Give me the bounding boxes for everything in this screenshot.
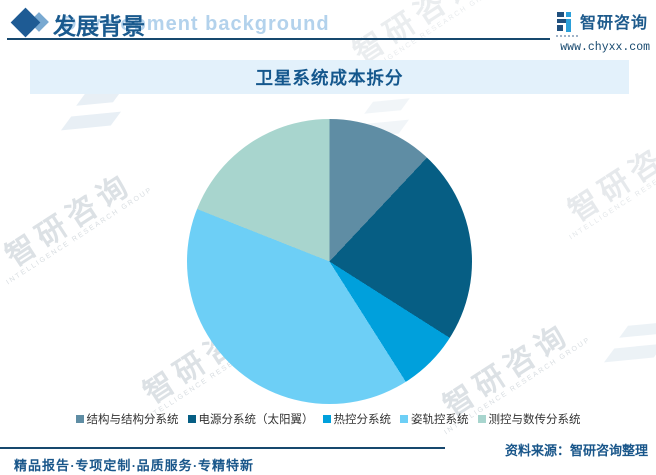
watermark-brand-text: 智研咨询: [562, 122, 656, 229]
watermark-brand-subtext: INTELLIGENCE RESEARCH GROUP: [568, 141, 656, 242]
legend-label: 热控分系统: [333, 414, 392, 426]
legend-swatch: [187, 415, 196, 423]
pie-chart: [187, 119, 472, 404]
legend-label: 电源分系统（太阳翼）: [198, 414, 314, 426]
chart-title: 卫星系统成本拆分: [255, 67, 404, 88]
chart-title-banner: 卫星系统成本拆分: [30, 60, 629, 94]
page-title: 发展背景: [53, 14, 145, 39]
brand-logo-icon[interactable]: [556, 11, 574, 32]
legend-swatch: [400, 415, 408, 423]
legend-item: 姿轨控系统: [400, 411, 469, 427]
brand: 智研咨询: [555, 9, 648, 37]
legend-label: 姿轨控系统: [411, 414, 469, 426]
legend-item: 测控与数传分系统: [477, 411, 581, 427]
legend-swatch: [75, 415, 84, 423]
watermark-brand-subtext: INTELLIGENCE RESEARCH GROUP: [5, 186, 155, 287]
chart-legend: 结构与结构分系统 电源分系统（太阳翼） 热控分系统 姿轨控系统 测控与数传分系统: [0, 411, 656, 427]
brand-tagline-dots: [555, 35, 580, 37]
watermark-logo: [60, 88, 132, 143]
footer-tagline: 精品报告·专项定制·品质服务·专精特新: [14, 458, 255, 473]
header-watermark-text: Development background: [62, 13, 330, 35]
watermark-brand-text: 智研咨询: [0, 167, 139, 274]
legend-item: 热控分系统: [322, 411, 392, 427]
footer-divider: [0, 447, 445, 449]
website-url[interactable]: www.chyxx.com: [560, 41, 650, 54]
legend-item: 结构与结构分系统: [75, 411, 179, 427]
legend-label: 结构与结构分系统: [86, 414, 179, 426]
diamond-dark-shape: [10, 7, 41, 38]
watermark-logo: [603, 320, 656, 375]
header-divider: [7, 38, 550, 40]
legend-label: 测控与数传分系统: [488, 414, 581, 426]
brand-name: 智研咨询: [579, 15, 648, 32]
legend-swatch: [477, 415, 486, 423]
diamond-icon: [10, 7, 49, 38]
data-source: 资料来源：智研咨询整理: [504, 443, 648, 458]
legend-swatch: [322, 415, 331, 423]
legend-item: 电源分系统（太阳翼）: [187, 411, 314, 427]
